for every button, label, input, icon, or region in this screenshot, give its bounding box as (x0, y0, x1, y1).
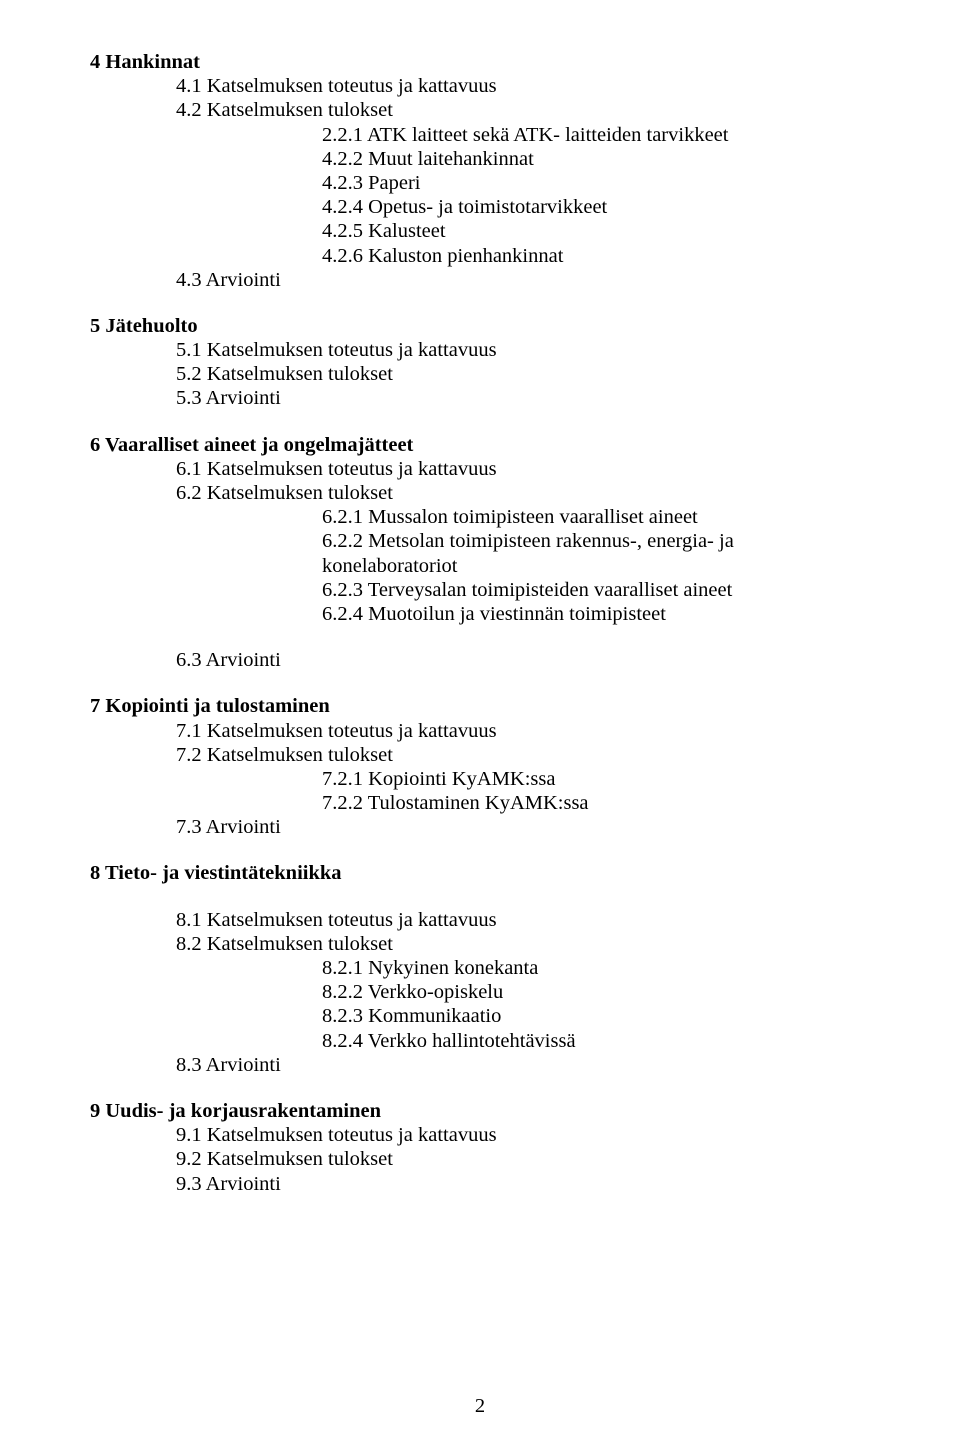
toc-item: 9.2 Katselmuksen tulokset (176, 1147, 870, 1171)
page-number: 2 (0, 1394, 960, 1418)
document-page: 4 Hankinnat 4.1 Katselmuksen toteutus ja… (0, 0, 960, 1448)
spacer (90, 1077, 870, 1099)
toc-subitem: 4.2.3 Paperi (322, 171, 870, 195)
toc-subitem: 2.2.1 ATK laitteet sekä ATK- laitteiden … (322, 123, 870, 147)
toc-item: 9.1 Katselmuksen toteutus ja kattavuus (176, 1123, 870, 1147)
toc-item: 5.3 Arviointi (176, 386, 870, 410)
section6-title: 6 Vaaralliset aineet ja ongelmajätteet (90, 433, 870, 457)
toc-item: 8.2 Katselmuksen tulokset (176, 932, 870, 956)
spacer (90, 626, 870, 648)
spacer (90, 672, 870, 694)
section7-title: 7 Kopiointi ja tulostaminen (90, 694, 870, 718)
spacer (90, 839, 870, 861)
toc-item: 8.3 Arviointi (176, 1053, 870, 1077)
spacer (90, 886, 870, 908)
section9-title: 9 Uudis- ja korjausrakentaminen (90, 1099, 870, 1123)
toc-subitem: 7.2.2 Tulostaminen KyAMK:ssa (322, 791, 870, 815)
toc-subitem: 8.2.2 Verkko-opiskelu (322, 980, 870, 1004)
toc-item: 7.3 Arviointi (176, 815, 870, 839)
section8-title: 8 Tieto- ja viestintätekniikka (90, 861, 870, 885)
toc-subitem: 6.2.2 Metsolan toimipisteen rakennus-, e… (322, 529, 870, 577)
toc-item: 6.2 Katselmuksen tulokset (176, 481, 870, 505)
toc-subitem: 4.2.6 Kaluston pienhankinnat (322, 244, 870, 268)
toc-subitem: 8.2.4 Verkko hallintotehtävissä (322, 1029, 870, 1053)
toc-item: 4.3 Arviointi (176, 268, 870, 292)
toc-subitem: 6.2.3 Terveysalan toimipisteiden vaarall… (322, 578, 870, 602)
section5-title: 5 Jätehuolto (90, 314, 870, 338)
toc-subitem: 8.2.1 Nykyinen konekanta (322, 956, 870, 980)
spacer (90, 411, 870, 433)
spacer (90, 292, 870, 314)
toc-item: 5.1 Katselmuksen toteutus ja kattavuus (176, 338, 870, 362)
toc-subitem: 4.2.2 Muut laitehankinnat (322, 147, 870, 171)
toc-item: 8.1 Katselmuksen toteutus ja kattavuus (176, 908, 870, 932)
toc-subitem: 8.2.3 Kommunikaatio (322, 1004, 870, 1028)
toc-item: 4.2 Katselmuksen tulokset (176, 98, 870, 122)
toc-item: 7.2 Katselmuksen tulokset (176, 743, 870, 767)
section4-title: 4 Hankinnat (90, 50, 870, 74)
toc-subitem: 4.2.4 Opetus- ja toimistotarvikkeet (322, 195, 870, 219)
toc-subitem: 6.2.4 Muotoilun ja viestinnän toimipiste… (322, 602, 870, 626)
toc-subitem: 7.2.1 Kopiointi KyAMK:ssa (322, 767, 870, 791)
toc-subitem: 6.2.1 Mussalon toimipisteen vaaralliset … (322, 505, 870, 529)
toc-item: 9.3 Arviointi (176, 1172, 870, 1196)
toc-item: 6.1 Katselmuksen toteutus ja kattavuus (176, 457, 870, 481)
toc-item: 7.1 Katselmuksen toteutus ja kattavuus (176, 719, 870, 743)
toc-item: 5.2 Katselmuksen tulokset (176, 362, 870, 386)
toc-item: 6.3 Arviointi (176, 648, 870, 672)
toc-subitem: 4.2.5 Kalusteet (322, 219, 870, 243)
toc-item: 4.1 Katselmuksen toteutus ja kattavuus (176, 74, 870, 98)
